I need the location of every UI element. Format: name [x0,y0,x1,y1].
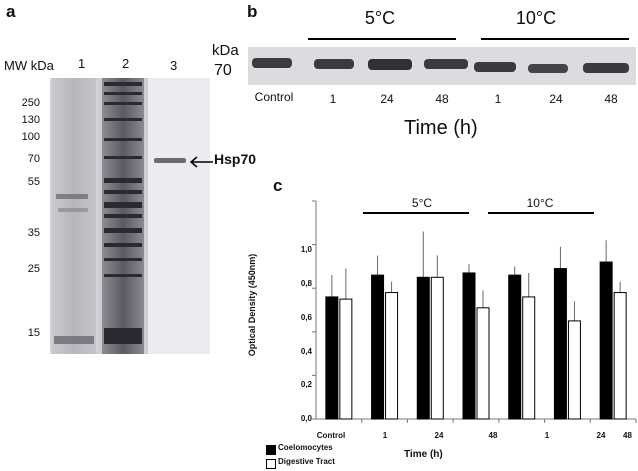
chart-group-label-10c: 10°C [526,196,554,210]
group-label-5c: 5°C [364,8,396,28]
chart-group-bar-10c [488,212,594,214]
lane-label-2: 2 [122,56,130,71]
panel-b-letter: b [247,2,258,21]
x-cat-label: 24 [434,431,444,440]
x-cat-label: 1 [382,431,388,440]
mw-marker-100: 100 [21,131,40,143]
mw-marker-55: 55 [27,176,40,188]
x-cat-label: 1 [544,431,550,440]
bar-coelomocytes [462,272,476,420]
panel-a-letter: a [6,2,16,21]
bar-coelomocytes [416,276,430,420]
lane-label-1: 1 [78,56,86,71]
mw-marker-130: 130 [21,114,40,126]
kda-label: kDa [212,42,239,59]
wb-lane-24-10c: 24 [549,92,563,106]
y-tick-label: 1,0 [300,245,312,254]
legend-swatch-coelomocytes [266,445,276,455]
bar-digestive-tract [476,307,490,420]
bar-digestive-tract [385,292,399,420]
x-cat-label: 48 [488,431,498,440]
x-cat-label: 24 [596,431,606,440]
y-tick-label: 0,8 [300,279,312,288]
group-bar-10c [481,38,629,40]
bar-digestive-tract [430,276,444,420]
bar-digestive-tract [339,298,353,420]
mw-header: MW kDa [4,58,54,73]
bar-coelomocytes [508,274,522,420]
group-label-10c: 10°C [515,8,557,28]
hsp70-label: Hsp70 [214,151,257,167]
x-cat-label: 48 [623,431,632,440]
bar-coelomocytes [371,274,385,420]
chart-group-bar-5c [363,212,469,214]
mw-marker-250: 250 [21,97,40,109]
legend-label-digestive: Digestive Tract [278,457,335,466]
bar-coelomocytes [325,296,339,420]
y-tick-label: 0,6 [300,313,312,322]
bar-digestive-tract [522,296,536,420]
arrow-icon [189,156,213,168]
bar-digestive-tract [567,320,581,420]
wb-lane-1-10c: 1 [494,92,502,106]
group-bar-5c [308,38,456,40]
wb-lane-control: Control [254,90,294,104]
wb-lane-48-5c: 48 [435,92,449,106]
x-cat-label: Control [316,431,346,440]
legend-label-coelomocytes: Coelomocytes [278,443,333,452]
y-tick-label: 0,4 [300,347,312,356]
legend-swatch-digestive [266,459,276,469]
mw-marker-25: 25 [27,263,40,275]
wb-lane-24-5c: 24 [380,92,394,106]
bar-digestive-tract [613,292,627,420]
sds-gel-image [50,78,210,354]
kda-value: 70 [214,62,232,79]
y-tick-label: 0,0 [300,414,312,423]
chart-xlabel: Time (h) [404,449,443,460]
bar-coelomocytes [599,261,613,420]
panel-b-xlabel: Time (h) [404,117,478,139]
wb-lane-48-10c: 48 [604,92,618,106]
mw-marker-15: 15 [27,327,40,339]
bar-coelomocytes [553,268,567,420]
y-tick-label: 0,2 [300,380,312,389]
wb-lane-1-5c: 1 [329,92,337,106]
mw-marker-35: 35 [27,227,40,239]
chart-group-label-5c: 5°C [411,196,433,210]
mw-marker-70: 70 [27,153,40,165]
western-blot-image [248,47,636,85]
lane-label-3: 3 [170,58,178,73]
panel-c-letter: c [273,176,283,195]
